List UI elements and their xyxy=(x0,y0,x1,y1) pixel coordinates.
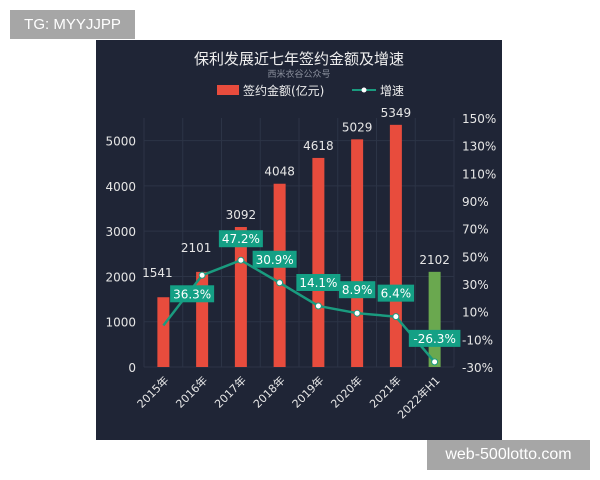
x-tick-label: 2020年 xyxy=(328,373,365,410)
chart-subtitle: 西米衣谷公众号 xyxy=(267,68,330,80)
growth-point xyxy=(353,309,361,317)
x-tick-label: 2022年H1 xyxy=(394,373,442,421)
y-right-tick-label: 70% xyxy=(462,223,489,237)
x-tick-label: 2019年 xyxy=(289,373,326,410)
y-right-tick-label: 10% xyxy=(462,306,489,320)
chart: 保利发展近七年签约金额及增速 西米衣谷公众号 签约金额(亿元) 增速 0 1000… xyxy=(105,50,496,421)
growth-label-box xyxy=(408,329,461,347)
y-right-tick-label: 90% xyxy=(462,195,489,209)
growth-label: 47.2% xyxy=(222,232,260,246)
growth-label: 14.1% xyxy=(299,276,337,290)
growth-label-box xyxy=(338,281,376,299)
growth-label-box xyxy=(218,230,263,248)
x-tick-label: 2015年 xyxy=(134,373,171,410)
growth-label-box xyxy=(296,273,341,291)
growth-label: 6.4% xyxy=(381,287,412,301)
y-right-tick-label: 30% xyxy=(462,278,489,292)
growth-point xyxy=(276,279,284,287)
growth-point xyxy=(314,302,322,310)
x-tick-label: 2021年 xyxy=(367,373,404,410)
x-tick-label: 2016年 xyxy=(173,373,210,410)
y-left-tick-label: 1000 xyxy=(105,316,136,330)
bar-value-label: 5029 xyxy=(342,120,373,134)
y-right-tick-label: 130% xyxy=(462,140,496,154)
growth-label-box xyxy=(170,285,215,303)
watermark-bottom-right: web-500lotto.com xyxy=(427,440,590,470)
growth-point xyxy=(237,256,245,264)
y-left-tick-label: 4000 xyxy=(105,180,136,194)
growth-label-box xyxy=(377,284,415,302)
growth-label: 36.3% xyxy=(173,287,211,301)
bar-value-label: 4048 xyxy=(264,165,295,179)
bar-value-label: 2101 xyxy=(181,241,212,255)
bar xyxy=(351,139,364,367)
y-right-tick-label: 50% xyxy=(462,250,489,264)
legend-line-label: 增速 xyxy=(380,84,404,98)
watermark-top-left: TG: MYYJJPP xyxy=(10,10,135,39)
bar xyxy=(428,271,441,367)
growth-label: 30.9% xyxy=(256,253,294,267)
chart-title: 保利发展近七年签约金额及增速 xyxy=(194,50,404,68)
bar-value-label: 5349 xyxy=(381,106,412,120)
growth-label: -26.3% xyxy=(413,332,455,346)
chart-panel: 保利发展近七年签约金额及增速 西米衣谷公众号 签约金额(亿元) 增速 0 1000… xyxy=(96,40,502,440)
bar-value-label: 2102 xyxy=(419,253,450,267)
y-left-tick-label: 0 xyxy=(128,361,136,375)
bar-value-label: 1541 xyxy=(142,266,173,280)
bar xyxy=(273,183,286,367)
growth-point xyxy=(431,358,439,366)
growth-label: 8.9% xyxy=(342,283,373,297)
legend: 签约金额(亿元) 增速 xyxy=(217,83,404,98)
legend-line-marker xyxy=(361,87,367,93)
x-tick-label: 2018年 xyxy=(250,373,287,410)
legend-bar-label: 签约金额(亿元) xyxy=(243,83,324,98)
growth-label-box xyxy=(252,250,297,268)
legend-bar-swatch xyxy=(217,85,239,95)
y-right-tick-label: -30% xyxy=(462,361,493,375)
bar xyxy=(157,297,170,367)
bar-value-label: 4618 xyxy=(303,139,334,153)
x-tick-label: 2017年 xyxy=(212,373,249,410)
growth-line xyxy=(162,258,436,363)
y-left-tick-label: 2000 xyxy=(105,270,136,284)
y-right-tick-label: 150% xyxy=(462,112,496,126)
y-right-tick-label: -10% xyxy=(462,333,493,347)
y-left-tick-label: 3000 xyxy=(105,225,136,239)
y-right-tick-label: 110% xyxy=(462,167,496,181)
bar xyxy=(234,227,247,367)
bar xyxy=(389,124,402,367)
bar-value-label: 3092 xyxy=(226,208,257,222)
y-left-tick-label: 5000 xyxy=(105,135,136,149)
growth-point xyxy=(392,313,400,321)
bar xyxy=(312,157,325,367)
growth-point xyxy=(198,271,206,279)
